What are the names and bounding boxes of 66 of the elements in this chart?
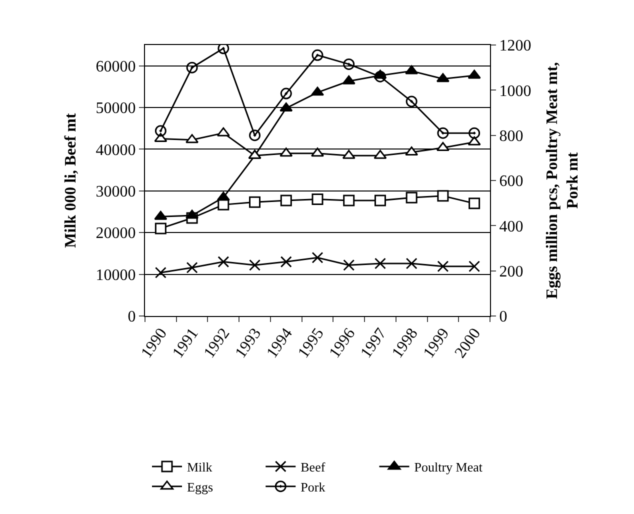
point bbox=[280, 194, 292, 206]
point bbox=[312, 252, 324, 264]
point bbox=[436, 73, 450, 82]
point bbox=[468, 70, 481, 79]
y-tick-label: 50000 bbox=[96, 100, 136, 118]
legend-label: Pork bbox=[300, 479, 326, 494]
point bbox=[312, 194, 324, 206]
legend-label: Eggs bbox=[187, 479, 213, 494]
point bbox=[186, 262, 198, 274]
y2-tick-label: 1200 bbox=[499, 38, 532, 55]
y-tick-label: 20000 bbox=[96, 225, 136, 242]
point bbox=[343, 259, 355, 271]
point bbox=[437, 190, 449, 202]
point bbox=[249, 259, 261, 271]
point bbox=[405, 146, 418, 156]
point bbox=[249, 196, 261, 208]
y2-tick-label: 0 bbox=[499, 308, 508, 326]
point bbox=[374, 194, 386, 206]
point bbox=[312, 49, 324, 61]
point bbox=[249, 130, 261, 142]
point bbox=[342, 75, 356, 84]
y2-tick-label: 400 bbox=[499, 218, 524, 236]
point bbox=[374, 258, 386, 270]
point bbox=[406, 96, 418, 108]
point bbox=[186, 62, 198, 74]
point bbox=[468, 198, 480, 210]
y2-tick-label: 1000 bbox=[499, 82, 532, 100]
y2-tick-label: 200 bbox=[499, 263, 524, 280]
point bbox=[406, 258, 418, 270]
point bbox=[280, 88, 292, 100]
y2-axis-title: Eggs million pcs, Poultry Meat mt, Pork mt bbox=[544, 62, 582, 299]
point bbox=[342, 150, 356, 159]
point bbox=[437, 260, 449, 272]
point bbox=[343, 194, 355, 206]
y-tick-label: 60000 bbox=[96, 58, 136, 76]
point bbox=[186, 134, 199, 144]
point bbox=[405, 65, 418, 74]
point bbox=[280, 102, 293, 112]
point bbox=[186, 210, 199, 219]
point bbox=[374, 70, 386, 82]
point bbox=[154, 266, 166, 278]
point bbox=[374, 150, 387, 159]
point bbox=[154, 125, 166, 137]
legend-label: Beef bbox=[300, 460, 326, 475]
point bbox=[216, 127, 230, 136]
point bbox=[406, 192, 418, 204]
y-tick-label: 30000 bbox=[96, 184, 136, 201]
y-tick-label: 40000 bbox=[96, 142, 136, 159]
point bbox=[154, 222, 166, 234]
y2-tick-label: 800 bbox=[499, 128, 524, 145]
y-tick-label: 10000 bbox=[96, 266, 136, 284]
point bbox=[468, 260, 480, 272]
legend-label: Poultry Meat bbox=[414, 460, 483, 475]
point bbox=[437, 127, 449, 139]
point bbox=[468, 127, 480, 139]
point bbox=[218, 256, 230, 268]
y-tick-label: 0 bbox=[128, 308, 136, 326]
point bbox=[216, 192, 230, 201]
point bbox=[280, 148, 293, 157]
point bbox=[343, 58, 355, 70]
y2-tick-label: 600 bbox=[499, 173, 524, 190]
point bbox=[468, 136, 481, 146]
legend-label: Milk bbox=[187, 460, 213, 475]
point bbox=[154, 210, 168, 220]
point bbox=[280, 256, 292, 268]
y-axis-title: Milk 000 li, Beef mt bbox=[62, 112, 80, 248]
